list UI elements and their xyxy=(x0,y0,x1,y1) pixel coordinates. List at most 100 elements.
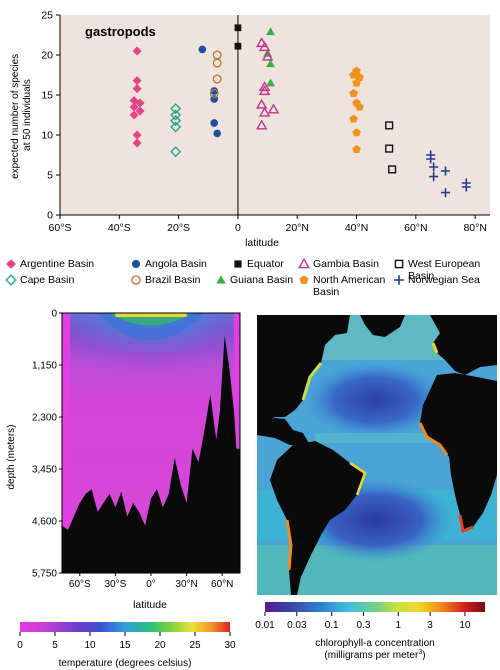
legend-label: Argentine Basin xyxy=(20,258,95,270)
temperature-y-tick-label: 4,600 xyxy=(32,517,57,528)
data-point xyxy=(349,114,358,123)
temperature-x-tick-label: 30°S xyxy=(105,579,127,590)
legend-item: Norwegian Sea xyxy=(393,274,480,286)
temperature-colorbar-tick: 0 xyxy=(17,640,23,651)
series-equator xyxy=(234,24,242,50)
data-point xyxy=(170,146,182,158)
temperature-x-tick-label: 30°N xyxy=(175,579,197,590)
temperature-y-tick-label: 0 xyxy=(51,309,57,320)
scatter-x-tick-label: 20°N xyxy=(286,222,309,234)
legend-label: Cape Basin xyxy=(20,274,75,286)
legend-label: Brazil Basin xyxy=(145,274,201,286)
legend-marker xyxy=(394,259,404,269)
chlorophyll-colorbar-tick: 10 xyxy=(459,620,471,631)
scatter-x-tick-label: 40°S xyxy=(108,222,131,234)
scatter-y-label-line1: expected number of species xyxy=(10,54,21,179)
temperature-y-axis-label: depth (meters) xyxy=(6,424,17,489)
chlorophyll-colorbar-label: chlorophyll-a concentration xyxy=(315,638,435,649)
data-point xyxy=(255,119,268,130)
data-point xyxy=(170,115,182,127)
series-gambia xyxy=(255,37,280,130)
units-suffix: ) xyxy=(422,650,425,661)
data-point xyxy=(132,76,142,86)
scatter-y-tick-label: 15 xyxy=(41,90,53,102)
temperature-y-tick-label: 3,450 xyxy=(32,465,57,476)
legend-item: Cape Basin xyxy=(5,274,74,286)
chlorophyll-colorbar-tick: 0.03 xyxy=(287,620,307,631)
data-point xyxy=(352,128,361,137)
scatter-x-tick-label: 0 xyxy=(235,222,241,234)
units-superscript: 3 xyxy=(418,649,422,656)
legend-label: North American Basin xyxy=(313,274,386,298)
data-point xyxy=(385,121,394,130)
data-point xyxy=(255,98,268,109)
temperature-x-axis-label: latitude xyxy=(133,599,167,611)
temperature-colorbar-tick: 25 xyxy=(189,640,201,651)
data-point xyxy=(170,109,182,121)
data-point xyxy=(266,27,276,36)
scatter-y-tick-label: 0 xyxy=(47,210,53,222)
chlorophyll-map-chart: 0.01 0.03 0.1 0.3 1 3 10 chlorophyll-a concent… xyxy=(255,315,497,661)
legend-marker xyxy=(216,275,226,284)
data-point xyxy=(258,41,271,52)
data-point xyxy=(352,78,361,87)
scatter-y-axis-label: expected number of species at 50 individ… xyxy=(10,51,33,179)
legend-label: Angola Basin xyxy=(145,258,207,270)
temperature-colorbar-tick: 20 xyxy=(154,640,166,651)
temperature-x-tick-label: 0° xyxy=(146,579,156,590)
series-brazil xyxy=(209,50,222,98)
scatter-x-tick-label: 80°N xyxy=(463,222,486,234)
data-point xyxy=(210,87,219,95)
north-america-landmass xyxy=(257,315,350,423)
scatter-title: gastropods xyxy=(85,24,156,39)
legend-item: Argentine Basin xyxy=(5,258,94,270)
temperature-x-tick-label: 60°N xyxy=(211,579,233,590)
scatter-x-axis-label: latitude xyxy=(245,237,279,249)
data-point xyxy=(129,102,139,112)
data-point xyxy=(429,172,439,182)
seafloor-bathymetry xyxy=(62,335,240,573)
data-point xyxy=(388,165,397,174)
data-point xyxy=(441,188,451,198)
legend-item: Guiana Basin xyxy=(215,274,293,286)
data-point xyxy=(234,24,242,32)
data-point xyxy=(132,138,142,148)
scatter-x-tick-label: 20°S xyxy=(167,222,190,234)
data-point xyxy=(212,74,222,84)
legend-label: West European Basin xyxy=(408,258,481,282)
data-point xyxy=(135,106,145,116)
legend-item: Angola Basin xyxy=(130,258,207,270)
legend-marker xyxy=(5,274,17,286)
temperature-colorbar-tick: 5 xyxy=(52,640,58,651)
temperature-colorbar xyxy=(20,622,230,632)
chlorophyll-colorbar-tick: 0.01 xyxy=(255,620,275,631)
temperature-plot-area xyxy=(62,313,240,573)
temperature-y-tick-label: 2,300 xyxy=(32,413,57,424)
data-point xyxy=(212,58,222,68)
temperature-y-tick-label: 5,750 xyxy=(32,569,57,580)
data-point xyxy=(355,72,364,81)
south-america-landmass xyxy=(270,441,365,595)
scatter-y-tick-label: 20 xyxy=(41,50,53,62)
scatter-x-tick-label: 60°S xyxy=(49,222,72,234)
scatter-legend: Argentine Basin Cape Basin Angola Basin Bra… xyxy=(0,255,500,315)
temperature-colorbar-label: temperature (degrees celsius) xyxy=(59,658,192,669)
data-point xyxy=(461,182,471,192)
data-point xyxy=(132,46,142,56)
chlorophyll-colorbar-tick: 0.1 xyxy=(325,620,339,631)
scatter-y-label-line2: at 50 individuals xyxy=(22,79,33,151)
legend-label: Equator xyxy=(247,258,284,270)
legend-label: Norwegian Sea xyxy=(408,274,480,286)
series-norwegian xyxy=(426,150,471,198)
data-point xyxy=(198,45,207,54)
series-west-european xyxy=(385,121,397,174)
temperature-colorbar-tick: 10 xyxy=(84,640,96,651)
chlorophyll-colorbar-tick: 0.3 xyxy=(356,620,370,631)
chlorophyll-colorbar xyxy=(265,602,485,612)
legend-marker xyxy=(234,260,242,268)
legend-marker xyxy=(394,275,404,285)
chlorophyll-colorbar-units: (milligrams per meter3) xyxy=(324,649,425,661)
legend-marker xyxy=(131,275,141,285)
data-point xyxy=(213,129,221,138)
